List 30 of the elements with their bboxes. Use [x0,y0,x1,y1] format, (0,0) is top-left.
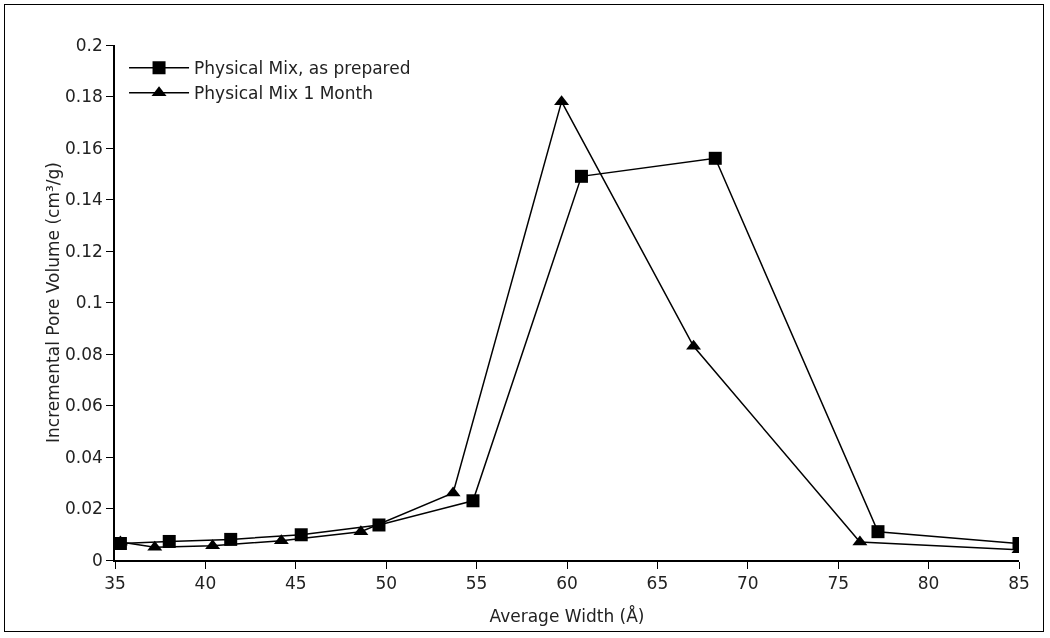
y-tick-label: 0 [92,549,103,570]
x-tick-label: 40 [194,573,217,594]
y-tick-label: 0.02 [64,498,103,519]
y-tick-label: 0.06 [64,395,103,416]
y-tick-label: 0.1 [75,292,103,313]
point [466,494,480,508]
x-tick-label: 75 [827,573,850,594]
x-tick-label: 80 [917,573,940,594]
y-tick-label: 0.2 [75,34,103,55]
x-tick-label: 35 [104,573,126,594]
y-tick-label: 0.14 [64,189,103,210]
x-tick-label: 45 [284,573,307,594]
x-tick-label: 60 [556,573,578,594]
x-tick-label: 70 [736,573,759,594]
point [871,525,885,539]
x-tick-label: 65 [646,573,669,594]
x-tick-label: 85 [1008,573,1030,594]
point [574,169,588,183]
x-tick-label: 55 [465,573,488,594]
x-axis-title: Average Width (Å) [489,604,645,626]
legend-label: Physical Mix, as prepared [194,58,411,79]
y-tick-label: 0.18 [64,86,103,107]
y-axis-title: Incremental Pore Volume (cm³/g) [42,162,63,443]
y-tick-label: 0.16 [64,137,103,158]
y-tick-label: 0.08 [64,343,103,364]
y-tick-label: 0.04 [64,446,103,467]
x-tick-label: 50 [375,573,398,594]
point [708,151,722,165]
legend-label: Physical Mix 1 Month [194,83,373,104]
y-tick-label: 0.12 [64,240,103,261]
